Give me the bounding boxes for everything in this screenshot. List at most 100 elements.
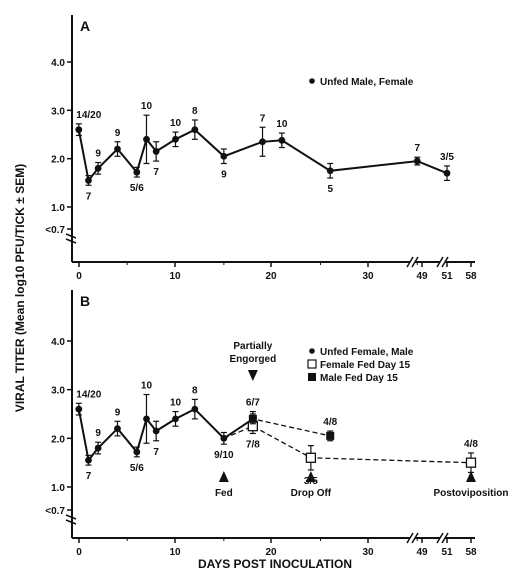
annotation-text: Drop Off [291,488,332,499]
x-tick-label: 30 [362,271,374,282]
data-label: 3/5 [440,152,454,163]
data-label: 8 [192,385,198,396]
x-tick-label: 10 [169,547,181,558]
data-label: 5/6 [130,463,144,474]
panel-a: 4.03.02.01.0<0.70 10 20 30 49 51 58A14/207995/… [45,15,477,282]
data-point [75,405,83,413]
data-label: 9 [115,407,121,418]
data-point [94,444,102,452]
data-label: 7 [153,167,159,178]
y-tick-label: 3.0 [51,386,65,397]
y-axis-break [65,514,77,525]
x-tick-label: 51 [441,547,453,558]
y-tick-label: 2.0 [51,155,65,166]
legend-entry: Female Fed Day 15 [320,360,410,371]
data-label: 7 [86,191,92,202]
legend-entry: Male Fed Day 15 [320,373,398,384]
x-tick-label: 0 [76,547,82,558]
data-label: 7 [414,143,420,154]
data-point [152,427,160,435]
x-tick-label: 20 [265,547,277,558]
data-label: 10 [170,118,182,129]
annotation-arrow [466,471,476,482]
x-tick-label: 51 [441,271,453,282]
data-label: 9/10 [214,450,234,461]
data-point [259,138,266,146]
data-label: 7 [260,113,266,124]
x-axis-title: DAYS POST INOCULATION [198,557,352,571]
annotation-arrow [218,471,229,482]
data-label: 14/20 [76,110,101,121]
data-label: 4/8 [464,439,478,450]
data-label: 5/6 [130,183,144,194]
data-point [326,431,335,440]
data-point [326,167,334,175]
data-label: 10 [141,101,153,112]
data-point [75,126,83,134]
y-tick-label: 2.0 [51,434,65,445]
y-axis-break [65,233,77,244]
x-tick-label: 49 [416,547,428,558]
data-point [305,452,317,463]
annotation-text: Engorged [230,354,277,365]
x-tick-label: 20 [265,271,277,282]
data-point [114,425,121,432]
x-tick-label: 0 [76,271,82,282]
x-axis-break [406,532,449,544]
x-tick-label: 49 [416,271,428,282]
data-label: 14/20 [76,389,101,400]
y-tick-label: <0.7 [45,506,65,517]
data-label: 9 [115,128,121,139]
data-point [143,415,150,423]
annotation-text: Fed [215,488,233,499]
data-point [143,135,150,143]
data-point [85,177,92,184]
data-point [248,414,257,423]
data-label: 10 [170,398,182,409]
y-axis-title: VIRAL TITER (Mean log10 PFU/TICK ± SEM) [13,164,27,412]
data-point [133,448,141,456]
data-label: 10 [141,381,153,392]
data-point [114,145,121,153]
data-label: 9 [221,170,227,181]
y-tick-label: 1.0 [51,203,65,214]
data-point [172,135,179,143]
data-label: 7/8 [246,439,260,450]
legend-marker [308,373,316,381]
panel-label: A [80,18,90,34]
y-tick-label: 4.0 [51,337,65,348]
data-label: 10 [276,119,288,130]
data-point [94,164,102,172]
data-label: 9 [95,149,101,160]
y-tick-label: <0.7 [45,225,65,236]
annotation-arrow [247,370,258,381]
data-point [172,415,179,423]
panel-label: B [80,293,90,309]
x-tick-label: 58 [465,547,477,558]
data-label: 7 [153,447,159,458]
data-label: 5 [327,184,333,195]
legend-entry: Unfed Male, Female [320,77,414,88]
data-point [133,168,141,176]
data-point [443,169,451,177]
data-point [191,126,199,134]
data-point [465,457,477,468]
data-label: 9 [95,428,101,439]
data-label: 8 [192,106,198,117]
series-line [223,425,472,464]
annotation-text: Partially [233,341,272,352]
data-point [220,152,228,160]
data-label: 7 [86,471,92,482]
y-tick-label: 4.0 [51,58,65,69]
data-point [152,148,160,155]
legend-entry: Unfed Female, Male [320,347,414,358]
legend-marker [309,348,315,354]
x-tick-label: 10 [169,271,181,282]
data-label: 6/7 [246,398,260,409]
legend-marker [307,359,317,369]
x-tick-label: 58 [465,271,477,282]
x-tick-label: 30 [362,547,374,558]
data-point [413,157,421,165]
annotation-arrow [305,471,316,482]
